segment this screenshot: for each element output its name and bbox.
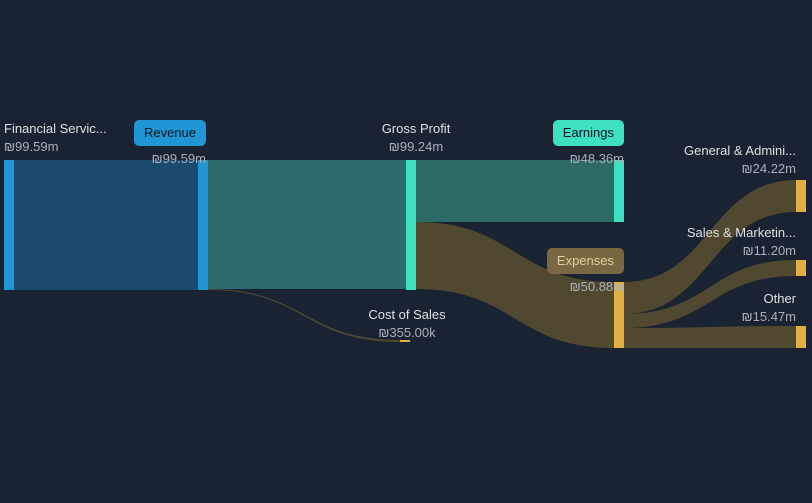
node-bar-revenue[interactable] <box>198 160 208 290</box>
node-value: ₪99.24m <box>366 138 466 156</box>
node-value: ₪50.88m <box>547 278 624 296</box>
node-value: ₪11.20m <box>687 242 796 260</box>
node-bar-general-admin[interactable] <box>796 180 806 212</box>
node-value: ₪48.36m <box>553 150 624 168</box>
label-other: Other ₪15.47m <box>742 290 796 326</box>
node-bar-earnings[interactable] <box>614 160 624 222</box>
node-bar-other[interactable] <box>796 326 806 348</box>
label-cost-of-sales: Cost of Sales ₪355.00k <box>352 306 462 342</box>
label-expenses: Expenses ₪50.88m <box>547 248 624 296</box>
node-title: Financial Servic... <box>4 120 107 138</box>
node-value: ₪15.47m <box>742 308 796 326</box>
node-title: Gross Profit <box>366 120 466 138</box>
node-value: ₪99.59m <box>134 150 206 168</box>
label-gross-profit: Gross Profit ₪99.24m <box>366 120 466 156</box>
node-value: ₪355.00k <box>352 324 462 342</box>
label-earnings: Earnings ₪48.36m <box>553 120 624 168</box>
label-general-admin: General & Admini... ₪24.22m <box>684 142 796 178</box>
flow-expenses-to-other[interactable] <box>624 326 796 348</box>
node-title: Other <box>742 290 796 308</box>
node-title: General & Admini... <box>684 142 796 160</box>
node-bar-gross-profit[interactable] <box>406 160 416 290</box>
node-value: ₪24.22m <box>684 160 796 178</box>
label-financial-services: Financial Servic... ₪99.59m <box>4 120 107 156</box>
node-bar-financial-services[interactable] <box>4 160 14 290</box>
expenses-badge: Expenses <box>547 248 624 274</box>
node-title: Cost of Sales <box>352 306 462 324</box>
label-revenue: Revenue ₪99.59m <box>134 120 206 168</box>
revenue-badge: Revenue <box>134 120 206 146</box>
flow-financial_services-to-revenue[interactable] <box>14 160 198 290</box>
flow-revenue-to-gross_profit[interactable] <box>208 160 406 289</box>
node-bar-sales-marketing[interactable] <box>796 260 806 276</box>
flow-gross_profit-to-earnings[interactable] <box>416 160 614 222</box>
node-value: ₪99.59m <box>4 138 107 156</box>
earnings-badge: Earnings <box>553 120 624 146</box>
node-title: Sales & Marketin... <box>687 224 796 242</box>
label-sales-marketing: Sales & Marketin... ₪11.20m <box>687 224 796 260</box>
